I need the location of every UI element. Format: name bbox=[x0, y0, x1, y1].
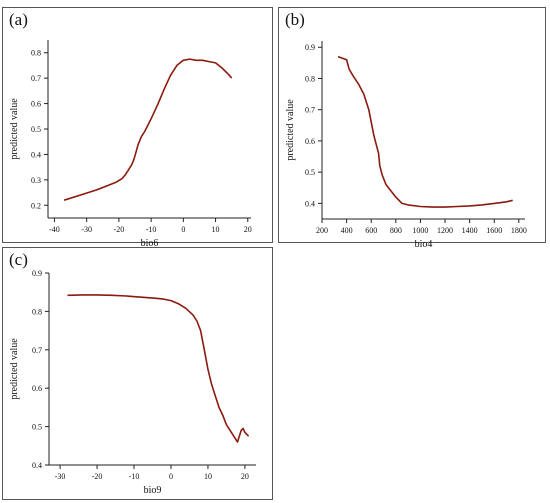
y-tick-label: 0.9 bbox=[32, 269, 42, 278]
y-tick-label: 0.8 bbox=[32, 307, 42, 316]
chart-panel-c: (c) -30 -20 -10 0 10 20 0.4 0.5 0.6 0.7 0.8 0.9 bio9… bbox=[2, 247, 273, 500]
x-tick-label: 20 bbox=[241, 472, 249, 481]
x-tick-label: 10 bbox=[212, 225, 220, 234]
y-tick-label: 0.4 bbox=[305, 199, 315, 208]
x-tick-label: 0 bbox=[181, 225, 185, 234]
chart-a: -40 -30 -20 -10 0 10 20 0.2 0.3 0.4 0.5 0.6 0.7 0.8 bi… bbox=[9, 40, 252, 249]
y-axis-label: predicted value bbox=[9, 338, 20, 400]
x-tick-label: 1800 bbox=[511, 226, 527, 235]
panel-label-b: (b) bbox=[285, 10, 305, 29]
y-axis-label: predicted value bbox=[285, 99, 296, 161]
x-tick-label: 10 bbox=[204, 472, 212, 481]
x-tick-label: 1000 bbox=[412, 226, 428, 235]
y-axis-label: predicted value bbox=[9, 98, 20, 160]
x-tick-label: 0 bbox=[169, 472, 173, 481]
chart-panel-b: (b) 200 400 600 800 1000 1200 1400 1600 1800 0.4 0… bbox=[278, 7, 546, 250]
x-tick-label: 400 bbox=[341, 226, 353, 235]
y-tick-label: 0.4 bbox=[32, 461, 42, 470]
x-tick-label: 1400 bbox=[462, 226, 478, 235]
y-tick-label: 0.6 bbox=[32, 384, 42, 393]
x-tick-label: 20 bbox=[244, 225, 252, 234]
y-tick-label: 0.5 bbox=[31, 125, 41, 134]
y-tick-label: 0.8 bbox=[305, 74, 315, 83]
y-tick-label: 0.4 bbox=[31, 150, 41, 159]
y-tick-label: 0.2 bbox=[31, 201, 41, 210]
panel-label-a: (a) bbox=[9, 10, 28, 29]
chart-panel-a: (a) -40 -30 -20 -10 0 10 20 0.2 0.3 0.4 0.5 0.6 0.7 0… bbox=[2, 7, 273, 249]
x-tick-label: 800 bbox=[390, 226, 402, 235]
y-tick-label: 0.3 bbox=[31, 176, 41, 185]
x-tick-label: -20 bbox=[92, 472, 103, 481]
x-tick-label: -20 bbox=[114, 225, 125, 234]
response-curve-line bbox=[63, 58, 233, 201]
x-tick-label: 600 bbox=[365, 226, 377, 235]
x-axis-label: bio4 bbox=[415, 239, 433, 250]
y-tick-label: 0.7 bbox=[32, 346, 42, 355]
panel-label-c: (c) bbox=[9, 250, 28, 269]
y-tick-label: 0.7 bbox=[305, 106, 315, 115]
response-curve-line bbox=[337, 55, 513, 208]
y-tick-label: 0.9 bbox=[305, 43, 315, 52]
x-tick-label: 1200 bbox=[437, 226, 453, 235]
x-axis-label: bio9 bbox=[144, 485, 162, 496]
x-tick-label: -10 bbox=[129, 472, 140, 481]
response-curve-line bbox=[67, 294, 250, 443]
y-tick-label: 0.5 bbox=[32, 423, 42, 432]
x-tick-label: 200 bbox=[316, 226, 328, 235]
y-tick-label: 0.5 bbox=[305, 168, 315, 177]
chart-c: -30 -20 -10 0 10 20 0.4 0.5 0.6 0.7 0.8 0.9 bio9 pred… bbox=[9, 269, 256, 496]
y-tick-label: 0.8 bbox=[31, 49, 41, 58]
chart-b: 200 400 600 800 1000 1200 1400 1600 1800 0.4 0.5 0.… bbox=[285, 41, 527, 250]
y-tick-label: 0.6 bbox=[305, 137, 315, 146]
x-axis-label: bio6 bbox=[141, 238, 159, 249]
x-tick-label: -10 bbox=[146, 225, 157, 234]
x-tick-label: -30 bbox=[81, 225, 92, 234]
y-tick-label: 0.7 bbox=[31, 74, 41, 83]
x-tick-label: -40 bbox=[49, 225, 60, 234]
x-tick-label: -30 bbox=[55, 472, 66, 481]
x-tick-label: 1600 bbox=[486, 226, 502, 235]
y-tick-label: 0.6 bbox=[31, 100, 41, 109]
